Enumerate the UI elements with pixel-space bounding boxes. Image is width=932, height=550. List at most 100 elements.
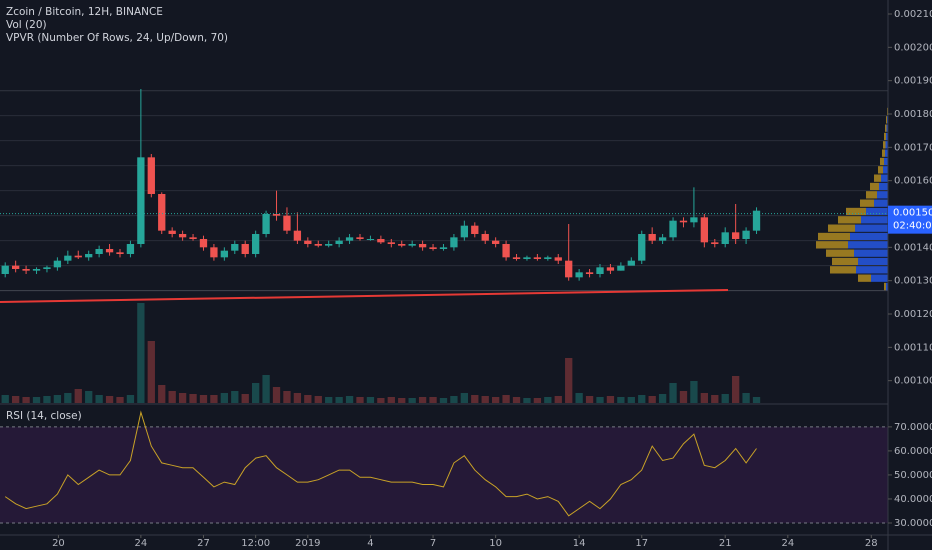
candle-body: [12, 265, 20, 269]
volume-bar: [492, 397, 500, 403]
candle-body: [356, 237, 364, 239]
x-tick-label: 20: [52, 538, 65, 549]
y-tick-label: 0.001100: [894, 342, 932, 353]
vpvr-label: VPVR (Number Of Rows, 24, Up/Down, 70): [6, 32, 228, 44]
vpvr-down: [828, 224, 855, 232]
volume-bar: [638, 395, 646, 403]
volume-bar: [241, 394, 249, 403]
candle-body: [471, 225, 479, 234]
x-tick-label: 4: [367, 538, 373, 549]
volume-bar: [742, 393, 750, 403]
y-tick-label: 50.0000: [894, 470, 932, 481]
volume-bar: [481, 396, 489, 403]
volume-bar: [220, 393, 228, 403]
candle-body: [606, 267, 615, 271]
volume-bar: [126, 395, 135, 403]
volume-bar: [533, 398, 542, 403]
y-tick-label: 60.0000: [894, 446, 932, 457]
candle-body: [252, 234, 260, 254]
candle-body: [732, 232, 740, 239]
volume-bar: [335, 397, 343, 403]
candle-body: [565, 260, 573, 278]
vpvr-up: [885, 141, 888, 149]
vpvr-down: [882, 149, 885, 157]
candle-body: [554, 257, 562, 261]
volume-bar: [137, 303, 145, 403]
candle-body: [147, 157, 155, 194]
candle-body: [345, 237, 354, 241]
candle-body: [85, 254, 93, 258]
x-tick-label: 27: [197, 538, 210, 549]
volume-bar: [199, 395, 208, 403]
volume-bar: [502, 395, 510, 403]
candle-body: [105, 249, 114, 253]
vpvr-up: [883, 166, 888, 174]
candle-body: [418, 244, 427, 248]
y-tick-label: 0.001000: [894, 376, 932, 387]
y-tick-label: 0.002000: [894, 42, 932, 53]
vpvr-up: [886, 282, 888, 291]
volume-bar: [544, 397, 552, 403]
candle-body: [377, 239, 385, 243]
volume-bar: [262, 375, 270, 403]
volume-bar: [690, 381, 698, 403]
rsi-line: [4, 410, 757, 517]
candle-body: [711, 242, 719, 244]
volume-bar: [283, 391, 291, 403]
volume-bar: [460, 393, 468, 403]
candle-body: [1, 265, 9, 274]
volume-bar: [85, 391, 93, 403]
candle-body: [658, 237, 667, 241]
vpvr-down: [838, 216, 861, 224]
vpvr-up: [848, 241, 888, 249]
candle-body: [669, 220, 677, 238]
x-tick-label: 21: [719, 538, 732, 549]
volume-bar: [418, 397, 427, 403]
volume-bar: [575, 393, 583, 403]
candle-body: [585, 272, 594, 274]
volume-bar: [523, 398, 531, 403]
volume-bar: [471, 395, 479, 403]
candle-body: [64, 255, 72, 261]
volume-bar: [252, 383, 260, 403]
volume-bar: [377, 398, 385, 403]
vpvr-down: [870, 182, 879, 191]
vpvr-up: [885, 149, 888, 157]
vpvr-down: [818, 232, 850, 241]
volume-bar: [512, 397, 521, 403]
volume-bar: [74, 389, 82, 403]
volume-label: Vol (20): [6, 19, 47, 31]
y-tick-label: 70.0000: [894, 422, 932, 433]
candle-body: [429, 247, 437, 249]
candle-body: [533, 257, 542, 259]
volume-bar: [429, 397, 437, 403]
y-tick-label: 0.001300: [894, 276, 932, 287]
candle-body: [43, 267, 51, 269]
candle-body: [648, 234, 656, 241]
vpvr-up: [886, 124, 888, 132]
volume-bar: [398, 398, 406, 403]
x-tick-label: 7: [430, 538, 436, 549]
rsi-band: [0, 426, 888, 523]
volume-bar: [596, 397, 604, 403]
candle-body: [283, 215, 291, 231]
volume-bar: [325, 397, 333, 403]
candle-body: [721, 232, 729, 244]
candle-body: [450, 237, 458, 248]
chart-title: Zcoin / Bitcoin, 12H, BINANCE: [6, 6, 163, 18]
candle-body: [126, 244, 135, 254]
volume-bar: [105, 396, 114, 403]
vpvr-up: [866, 207, 888, 216]
candle-body: [168, 230, 176, 234]
candle-body: [617, 265, 625, 271]
volume-bar: [387, 397, 395, 403]
volume-bar: [53, 395, 62, 403]
candle-body: [481, 234, 489, 241]
vpvr-up: [884, 157, 888, 166]
candle-body: [575, 272, 583, 278]
candle-body: [512, 257, 521, 259]
vpvr-up: [886, 132, 888, 141]
x-tick-label: 28: [865, 538, 878, 549]
x-tick-label: 2019: [295, 538, 320, 549]
